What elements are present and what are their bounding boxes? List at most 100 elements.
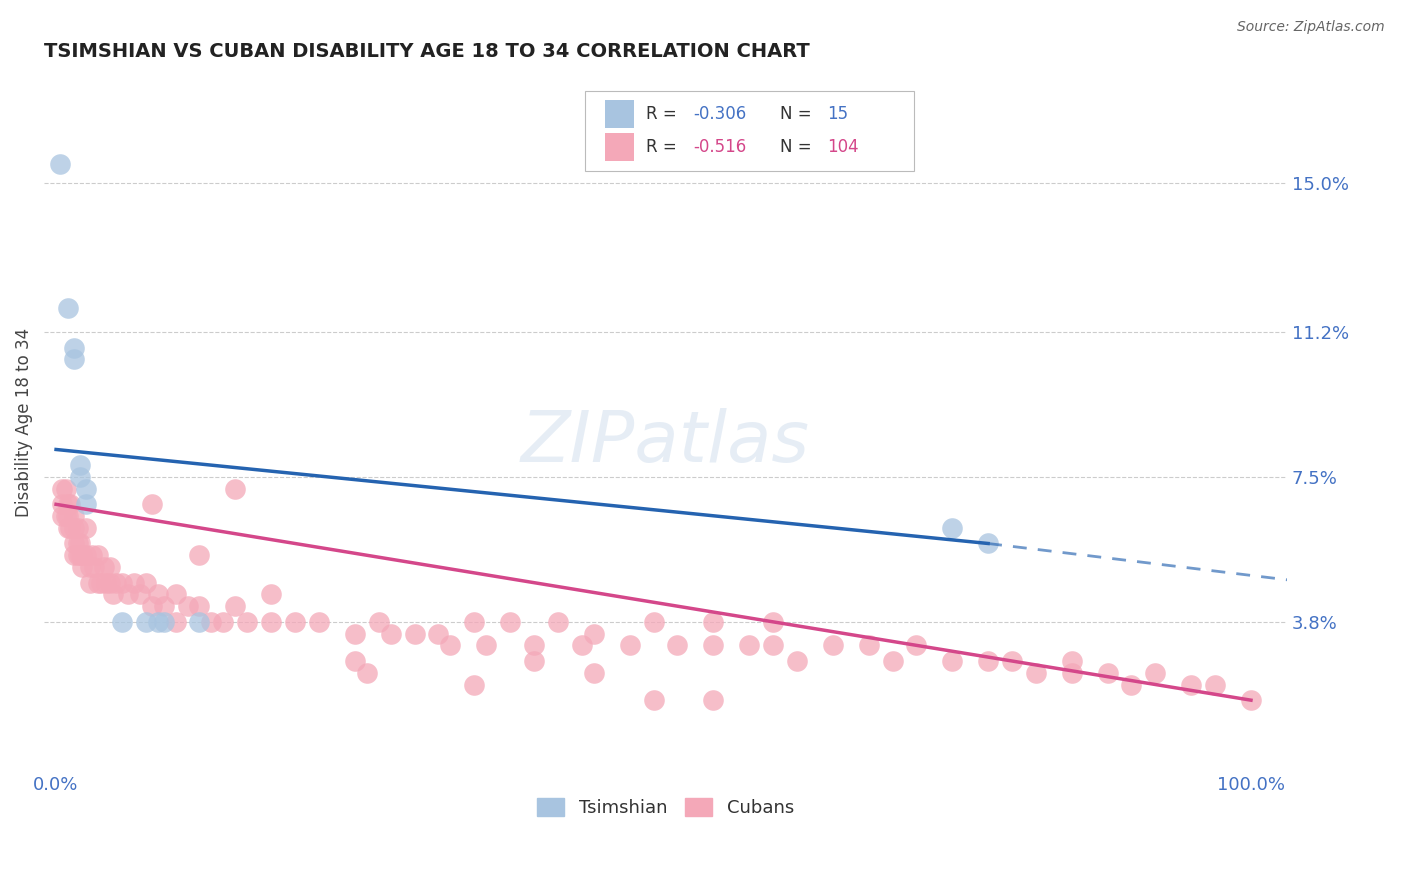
Point [786, 654, 808, 668]
Point [63, 509, 86, 524]
Point [200, 615, 222, 629]
Point [98, 560, 121, 574]
Text: N =: N = [780, 138, 817, 156]
Point [69, 548, 91, 562]
Text: R =: R = [645, 138, 682, 156]
Point [117, 587, 139, 601]
Point [141, 599, 163, 614]
Point [93, 560, 115, 574]
Point [188, 615, 211, 629]
Point [103, 587, 125, 601]
Point [977, 536, 1000, 550]
Point [236, 615, 259, 629]
Point [941, 521, 963, 535]
Point [224, 599, 246, 614]
Point [59, 521, 82, 535]
Point [152, 599, 174, 614]
Point [51, 509, 73, 524]
Point [882, 654, 904, 668]
Point [343, 626, 366, 640]
Point [75, 482, 97, 496]
Point [260, 587, 283, 601]
Point [582, 665, 605, 680]
Point [56, 301, 79, 316]
Point [63, 521, 86, 535]
FancyBboxPatch shape [605, 100, 634, 128]
Point [55, 509, 77, 524]
Point [212, 615, 235, 629]
Point [356, 665, 378, 680]
FancyBboxPatch shape [585, 91, 914, 171]
Point [128, 587, 150, 601]
Point [48, 156, 70, 170]
Point [56, 497, 79, 511]
Legend: Tsimshian, Cubans: Tsimshian, Cubans [530, 790, 801, 824]
Point [72, 560, 94, 574]
Point [547, 615, 569, 629]
Text: 104: 104 [827, 138, 859, 156]
Text: -0.516: -0.516 [693, 138, 747, 156]
Point [1121, 677, 1143, 691]
Text: -0.306: -0.306 [693, 105, 747, 123]
Point [499, 615, 522, 629]
Point [1025, 665, 1047, 680]
Point [188, 548, 211, 562]
Point [571, 638, 593, 652]
Point [63, 536, 86, 550]
Point [111, 615, 134, 629]
Text: ZIPatlas: ZIPatlas [522, 409, 810, 477]
Point [56, 521, 79, 535]
Point [80, 548, 103, 562]
Point [59, 497, 82, 511]
Point [858, 638, 880, 652]
Point [87, 548, 110, 562]
Point [475, 638, 498, 652]
Point [56, 509, 79, 524]
Point [96, 575, 118, 590]
Point [69, 458, 91, 472]
Text: N =: N = [780, 105, 817, 123]
Point [66, 548, 89, 562]
Point [51, 482, 73, 496]
Point [69, 470, 91, 484]
Point [75, 497, 97, 511]
Point [367, 615, 389, 629]
Point [75, 548, 97, 562]
Point [63, 341, 86, 355]
Point [702, 693, 724, 707]
Point [738, 638, 761, 652]
Point [343, 654, 366, 668]
Point [152, 615, 174, 629]
Point [135, 615, 157, 629]
Point [75, 521, 97, 535]
Point [51, 497, 73, 511]
Text: TSIMSHIAN VS CUBAN DISABILITY AGE 18 TO 34 CORRELATION CHART: TSIMSHIAN VS CUBAN DISABILITY AGE 18 TO … [44, 42, 810, 61]
Point [141, 497, 163, 511]
Text: R =: R = [645, 105, 682, 123]
Point [941, 654, 963, 668]
Point [69, 536, 91, 550]
Point [380, 626, 402, 640]
Point [702, 638, 724, 652]
Point [523, 638, 546, 652]
Point [79, 560, 101, 574]
Point [122, 575, 145, 590]
Point [63, 352, 86, 367]
Point [176, 599, 198, 614]
Point [463, 677, 485, 691]
Point [98, 575, 121, 590]
Point [55, 482, 77, 496]
Text: Source: ZipAtlas.com: Source: ZipAtlas.com [1237, 20, 1385, 34]
Point [224, 482, 246, 496]
Point [821, 638, 844, 652]
Point [104, 575, 127, 590]
Point [666, 638, 689, 652]
Point [1180, 677, 1202, 691]
Point [1144, 665, 1167, 680]
Point [66, 521, 89, 535]
Point [111, 575, 134, 590]
Point [260, 615, 283, 629]
Point [1204, 677, 1226, 691]
Point [1060, 654, 1083, 668]
Y-axis label: Disability Age 18 to 34: Disability Age 18 to 34 [15, 327, 32, 516]
